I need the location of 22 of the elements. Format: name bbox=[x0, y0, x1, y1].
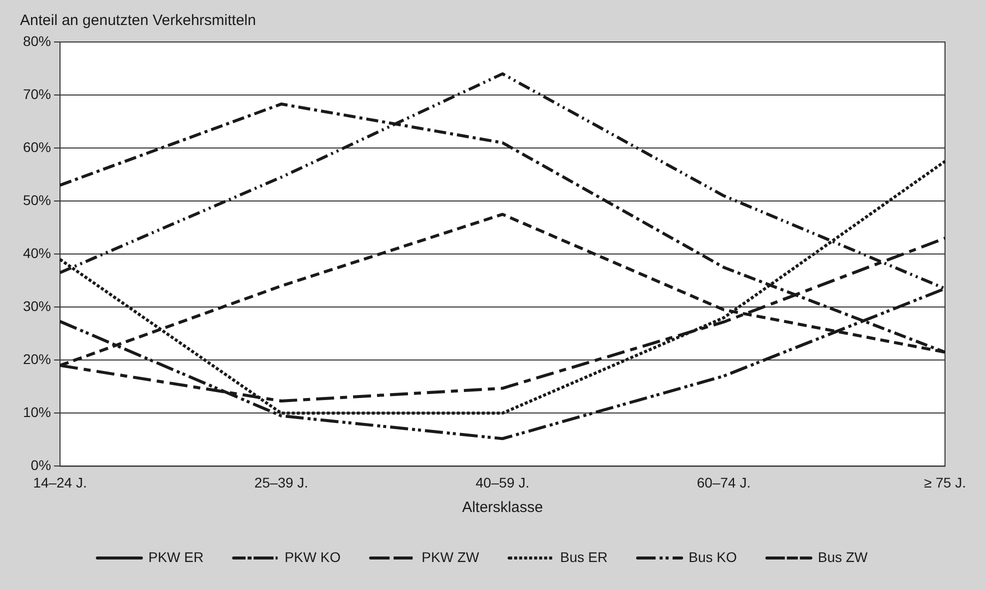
legend-label: Bus ER bbox=[560, 548, 608, 565]
y-tick-label: 20% bbox=[22, 351, 52, 368]
legend-label: Bus KO bbox=[688, 548, 737, 565]
y-tick-label: 50% bbox=[22, 192, 52, 208]
y-tick-label: 60% bbox=[22, 138, 52, 155]
y-tick-label: 0% bbox=[30, 457, 52, 474]
legend-label: Bus ZW bbox=[818, 548, 868, 565]
legend-label: PKW ER bbox=[148, 548, 204, 565]
legend-label: PKW KO bbox=[284, 548, 341, 565]
x-tick-label: 40–59 J. bbox=[476, 474, 530, 490]
x-tick-label: 60–74 J. bbox=[696, 474, 751, 490]
x-axis-title: Altersklasse bbox=[462, 499, 543, 516]
x-tick-label: 14–24 J. bbox=[33, 474, 87, 490]
x-tick-label: 25–39 J. bbox=[254, 474, 308, 490]
y-tick-label: 10% bbox=[22, 404, 52, 420]
y-tick-label: 70% bbox=[22, 86, 52, 102]
y-tick-label: 80% bbox=[22, 32, 52, 49]
x-tick-label: ≥ 75 J. bbox=[924, 474, 966, 490]
chart-title: Anteil an genutzten Verkehrsmitteln bbox=[20, 12, 256, 30]
y-tick-label: 40% bbox=[22, 244, 52, 261]
y-tick-label: 30% bbox=[22, 298, 52, 314]
legend-label: PKW ZW bbox=[422, 548, 480, 565]
